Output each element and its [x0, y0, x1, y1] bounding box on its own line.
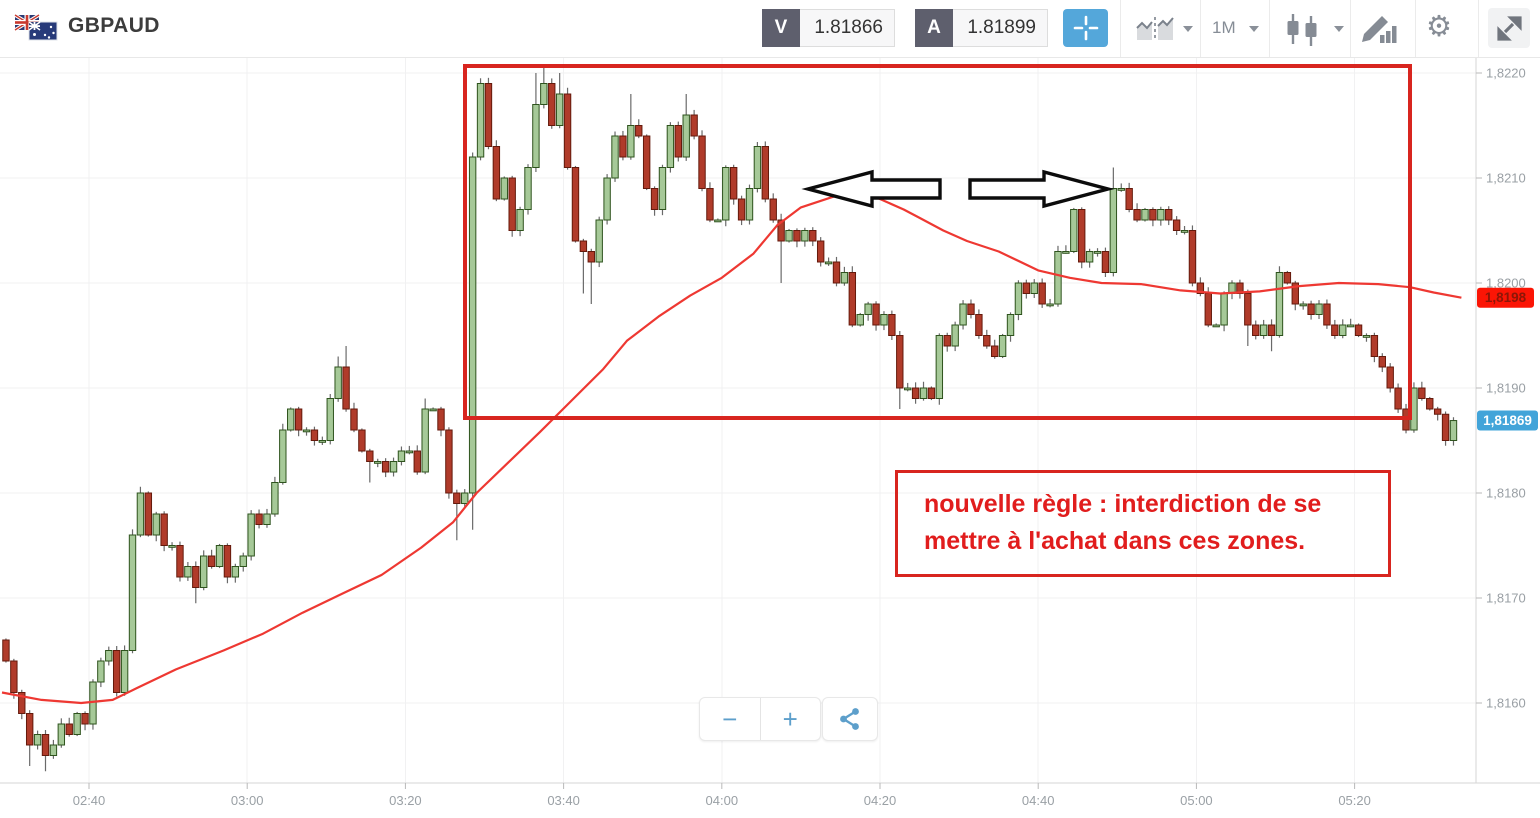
svg-text:1,8200: 1,8200 [1486, 276, 1526, 291]
svg-text:05:20: 05:20 [1338, 793, 1371, 808]
svg-text:03:00: 03:00 [231, 793, 264, 808]
svg-text:02:40: 02:40 [73, 793, 106, 808]
candle-style-button[interactable] [1284, 12, 1322, 51]
annotation-arrow-left [801, 169, 942, 209]
divider [1269, 0, 1270, 57]
svg-text:04:00: 04:00 [706, 793, 739, 808]
chart-type-button[interactable] [1136, 14, 1176, 47]
annotation-note: nouvelle règle : interdiction de se mett… [895, 470, 1391, 577]
zoom-controls: − + [699, 697, 821, 741]
annotation-note-line2: mettre à l'achat dans ces zones. [924, 527, 1306, 555]
svg-text:03:40: 03:40 [547, 793, 580, 808]
svg-text:1,8160: 1,8160 [1486, 696, 1526, 711]
svg-text:1,8220: 1,8220 [1486, 66, 1526, 81]
divider [1350, 0, 1351, 57]
ma-price-tag: 1,8198 [1477, 287, 1534, 308]
buy-button[interactable]: A 1.81899 [915, 9, 1048, 47]
zoom-in-button[interactable]: + [782, 703, 798, 734]
annotation-note-line1: nouvelle règle : interdiction de se [924, 490, 1322, 518]
gear-icon[interactable]: ⚙ [1426, 11, 1452, 43]
divider [1120, 0, 1121, 57]
last-price-tag: 1,81869 [1477, 410, 1538, 431]
buy-price: 1.81899 [953, 9, 1048, 47]
annotation-rectangle [463, 64, 1412, 420]
crosshair-button[interactable] [1063, 9, 1108, 47]
divider [1478, 0, 1479, 57]
pencil-chart-icon [1362, 16, 1397, 43]
timeframe-button[interactable]: 1M [1212, 18, 1236, 37]
sell-label: V [762, 9, 800, 47]
svg-text:03:20: 03:20 [389, 793, 422, 808]
toolbar: GBPAUD V 1.81866 A 1.81899 [0, 0, 1540, 58]
sell-button[interactable]: V 1.81866 [762, 9, 895, 47]
fullscreen-button[interactable] [1488, 8, 1530, 48]
drawing-tools-button[interactable] [1360, 14, 1398, 49]
share-icon [840, 708, 859, 730]
divider [1200, 0, 1201, 57]
svg-text:05:00: 05:00 [1180, 793, 1213, 808]
time-axis[interactable]: 02:40 03:00 03:20 03:40 04:00 04:20 04:40 05:00… [73, 783, 1371, 808]
price-axis[interactable]: 1,8220 1,8210 1,8200 1,8190 1,8180 1,8170 1,81… [1476, 66, 1526, 711]
svg-text:04:20: 04:20 [864, 793, 897, 808]
chevron-down-icon [1183, 26, 1193, 32]
crosshair-icon [1073, 15, 1098, 41]
svg-text:1,81869: 1,81869 [1483, 413, 1532, 428]
candlestick-series [2, 67, 1458, 772]
sell-price: 1.81866 [800, 9, 895, 47]
fullscreen-icon [1497, 16, 1522, 41]
annotation-arrow-right [968, 169, 1115, 209]
svg-text:1,8198: 1,8198 [1485, 290, 1527, 305]
chevron-down-icon [1334, 26, 1344, 32]
svg-text:1,8170: 1,8170 [1486, 591, 1526, 606]
svg-text:04:40: 04:40 [1022, 793, 1055, 808]
buy-label: A [915, 9, 953, 47]
zoom-out-button[interactable]: − [700, 698, 761, 740]
chevron-down-icon [1249, 26, 1259, 32]
price-chart[interactable]: 1,8220 1,8210 1,8200 1,8190 1,8180 1,8170 1,81… [0, 57, 1540, 818]
svg-text:1,8180: 1,8180 [1486, 486, 1526, 501]
divider [1415, 0, 1416, 57]
svg-text:1,8210: 1,8210 [1486, 171, 1526, 186]
svg-text:1,8190: 1,8190 [1486, 381, 1526, 396]
gbpaud-flags-icon [14, 13, 60, 48]
chart-type-icon [1136, 17, 1174, 41]
candlesticks-icon [1287, 14, 1317, 46]
ma-line [1, 189, 1462, 705]
symbol-title: GBPAUD [68, 14, 160, 37]
share-button[interactable] [822, 697, 878, 741]
